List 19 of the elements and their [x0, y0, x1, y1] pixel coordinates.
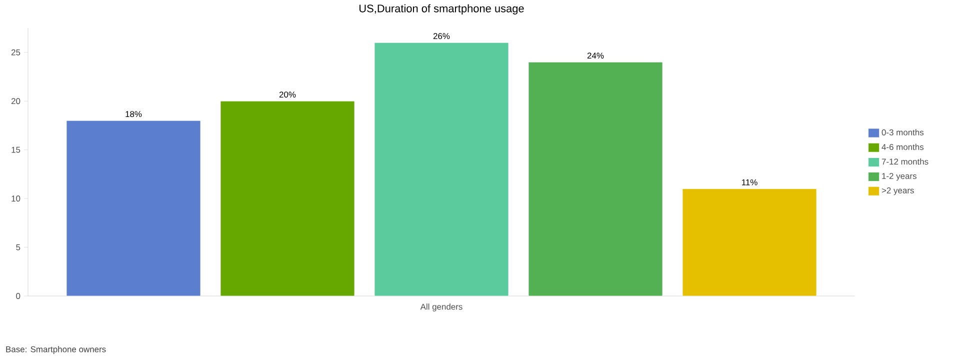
- y-tick-label: 0: [16, 293, 20, 299]
- legend-label: 4-6 months: [882, 144, 924, 150]
- y-tick-label: 20: [11, 98, 20, 104]
- legend-label: 7-12 months: [882, 158, 928, 165]
- x-tick-label: All genders: [420, 304, 462, 312]
- data-label: 18%: [126, 111, 142, 118]
- legend-label: 0-3 months: [882, 129, 924, 136]
- chart-title: US,Duration of smartphone usage: [360, 4, 524, 14]
- legend-label: >2 years: [882, 187, 914, 196]
- data-label: 11%: [742, 179, 758, 186]
- data-label: 24%: [587, 52, 604, 59]
- legend-label: 1-2 years: [882, 173, 916, 181]
- text: Base: Smartphone owners: [6, 346, 106, 354]
- data-label: 20%: [279, 92, 296, 98]
- y-tick-label: 10: [12, 196, 20, 202]
- y-tick-label: 25: [11, 49, 20, 56]
- data-label: 26%: [433, 33, 450, 40]
- y-tick-label: 15: [12, 146, 20, 153]
- y-tick-label: 5: [16, 244, 20, 250]
